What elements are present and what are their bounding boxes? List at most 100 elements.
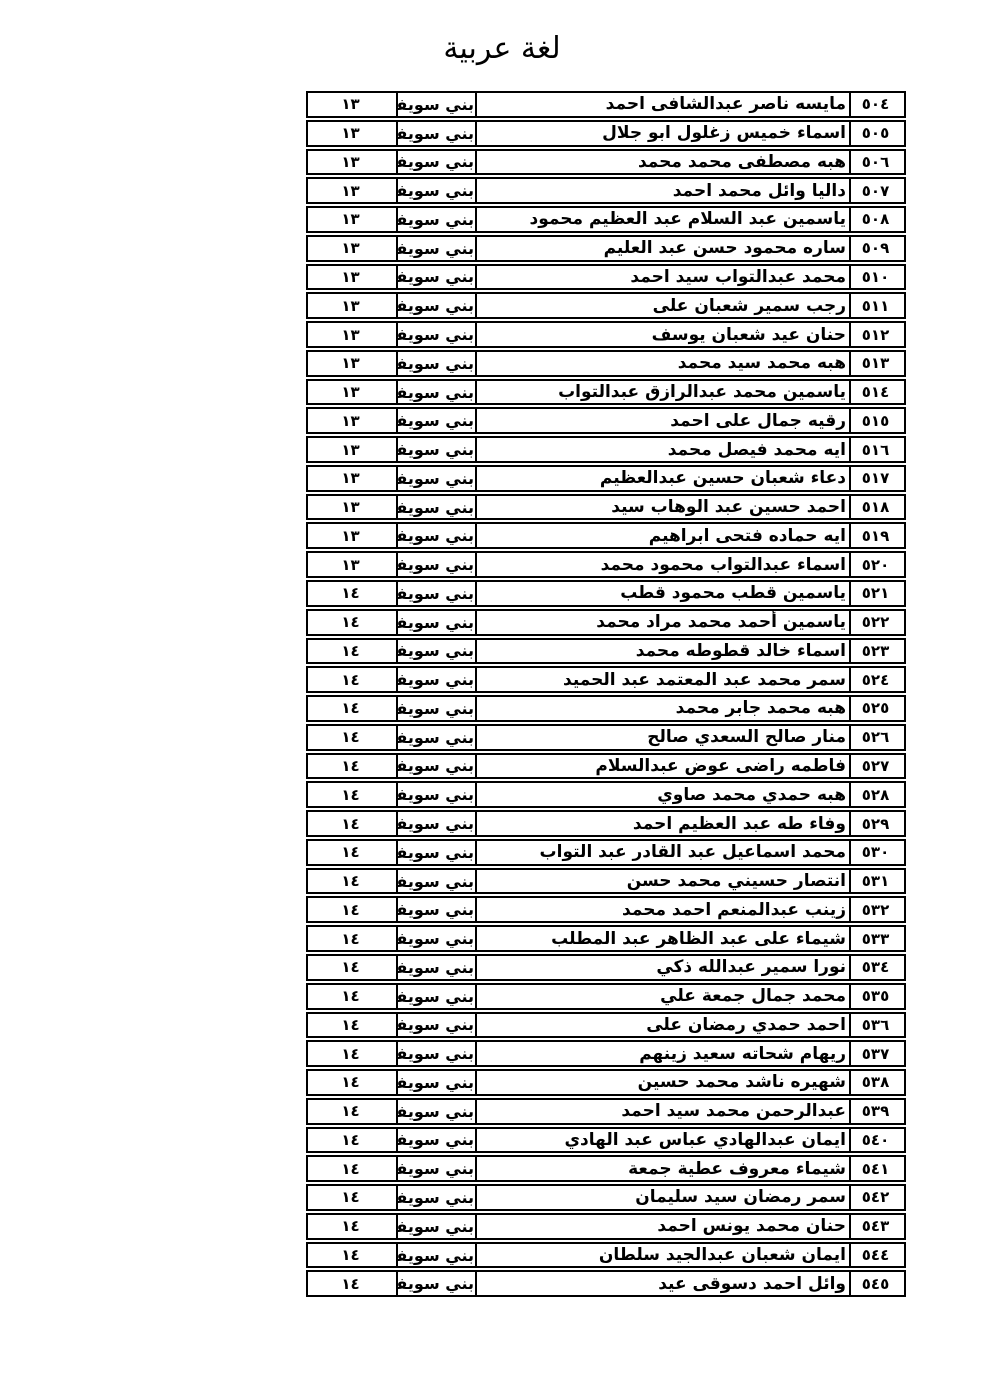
student-name-cell: اسماء عبدالتواب محمود محمد (477, 553, 851, 577)
governorate-cell: بني سويفـــ (398, 1186, 477, 1209)
grade-cell: ١٤ (308, 1157, 398, 1181)
row-number-cell: ٥٢٨ (861, 785, 890, 804)
governorate-cell: بني سويفـــ (398, 1128, 477, 1152)
row-number-cell: ٥٢٢ (861, 613, 890, 632)
table-row: ٥٢٠ اسماء عبدالتواب محمود محمد بني سويفـ… (306, 551, 906, 579)
grade-cell: ١٤ (308, 898, 398, 922)
governorate-cell: بني سويفـــ (398, 323, 477, 346)
grade-cell: ١٤ (308, 1071, 398, 1094)
student-name-cell: احمد حسين عبد الوهاب سيد (477, 495, 851, 519)
governorate-cell: بني سويفـــ (398, 668, 477, 692)
table-row: ٥٣٧ ريهام شحاته سعيد زينهم بني سويفـــ ١… (306, 1040, 906, 1068)
governorate-cell: بني سويفـــ (398, 840, 477, 864)
table-row: ٥٢٨ هبه حمدي محمد صاوي بني سويفـــ ١٤ (306, 781, 906, 809)
grade-cell: ١٤ (308, 1272, 398, 1296)
governorate-cell: بني سويفـــ (398, 754, 477, 778)
table-row: ٥٣٨ شهيره ناشد محمد حسين بني سويفـــ ١٤ (306, 1069, 906, 1096)
table-row: ٥٣٣ شيماء على عبد الظاهر عبد المطلب بني … (306, 925, 906, 952)
governorate-cell: بني سويفـــ (398, 898, 477, 922)
governorate-cell: بني سويفـــ (398, 466, 477, 490)
table-row: ٥٤٠ ايمان عبدالهادي عباس عبد الهادي بني … (306, 1126, 906, 1154)
table-row: ٥٠٦ هبه مصطفى محمد محمد بني سويفـــ ١٣ (306, 148, 906, 176)
grade-cell: ١٣ (308, 323, 398, 346)
table-row: ٥٣٥ محمد جمال جمعة علي بني سويفـــ ١٤ (306, 982, 906, 1010)
governorate-cell: بني سويفـــ (398, 955, 477, 979)
results-table: ٥٠٤ مايسه ناصر عبدالشافى احمد بني سويفــ… (306, 91, 906, 1298)
row-number-cell: ٥٠٨ (861, 210, 890, 229)
student-name-cell: زينب عبدالمنعم احمد محمد (477, 898, 851, 922)
grade-cell: ١٤ (308, 1099, 398, 1123)
governorate-cell: بني سويفـــ (398, 236, 477, 260)
table-row: ٥٢٦ منار صالح السعدي صالح بني سويفـــ ١٤ (306, 723, 906, 751)
grade-cell: ١٤ (308, 697, 398, 720)
grade-cell: ١٤ (308, 754, 398, 778)
row-number-cell: ٥٢٠ (861, 555, 890, 574)
page-title: لغة عربية (443, 31, 561, 66)
governorate-cell: بني سويفـــ (398, 1157, 477, 1181)
governorate-cell: بني سويفـــ (398, 553, 477, 577)
table-row: ٥١٦ ايه محمد فيصل محمد بني سويفـــ ١٣ (306, 436, 906, 463)
governorate-cell: بني سويفـــ (398, 179, 477, 203)
governorate-cell: بني سويفـــ (398, 812, 477, 835)
governorate-cell: بني سويفـــ (398, 984, 477, 1008)
row-number-cell: ٥٣١ (861, 872, 890, 891)
row-number-cell: ٥٢٧ (861, 756, 890, 775)
governorate-cell: بني سويفـــ (398, 93, 477, 116)
table-row: ٥٣٠ محمد اسماعيل عبد القادر عبد التواب ب… (306, 838, 906, 866)
governorate-cell: بني سويفـــ (398, 150, 477, 174)
grade-cell: ١٤ (308, 984, 398, 1008)
governorate-cell: بني سويفـــ (398, 1013, 477, 1037)
row-number-cell: ٥٣٠ (861, 843, 890, 862)
grade-cell: ١٤ (308, 783, 398, 807)
row-number-cell: ٥١٢ (861, 325, 890, 344)
governorate-cell: بني سويفـــ (398, 524, 477, 548)
table-row: ٥٤٥ وائل احمد دسوقى عيد بني سويفـــ ١٤ (306, 1270, 906, 1298)
grade-cell: ١٤ (308, 840, 398, 864)
student-name-cell: ياسمين عبد السلام عبد العظيم محمود (477, 208, 851, 231)
table-row: ٥٢٧ فاطمه راضى عوض عبدالسلام بني سويفـــ… (306, 752, 906, 780)
table-row: ٥٢٩ وفاء طه عبد العظيم احمد بني سويفـــ … (306, 810, 906, 837)
grade-cell: ١٣ (308, 380, 398, 404)
governorate-cell: بني سويفـــ (398, 1214, 477, 1238)
row-number-cell: ٥٤٢ (861, 1188, 890, 1207)
row-number-cell: ٥٣٧ (861, 1044, 890, 1063)
row-number-cell: ٥٤٠ (861, 1130, 890, 1149)
governorate-cell: بني سويفـــ (398, 927, 477, 950)
grade-cell: ١٣ (308, 121, 398, 145)
governorate-cell: بني سويفـــ (398, 495, 477, 519)
table-row: ٥٤٢ سمر رمضان سيد سليمان بني سويفـــ ١٤ (306, 1184, 906, 1211)
table-row: ٥١٤ ياسمين محمد عبدالرازق عبدالتواب بني … (306, 378, 906, 406)
table-row: ٥١٥ رقيه جمال على احمد بني سويفـــ ١٣ (306, 407, 906, 435)
student-name-cell: شيماء على عبد الظاهر عبد المطلب (477, 927, 851, 950)
row-number-cell: ٥٣٢ (861, 900, 890, 919)
table-row: ٥٣١ انتصار حسيني محمد حسن بني سويفـــ ١٤ (306, 867, 906, 895)
row-number-cell: ٥٣٩ (861, 1102, 890, 1121)
row-number-cell: ٥١٥ (861, 411, 890, 430)
student-name-cell: هبه مصطفى محمد محمد (477, 150, 851, 174)
table-row: ٥٤٤ ايمان شعبان عبدالجيد سلطان بني سويفـ… (306, 1241, 906, 1269)
row-number-cell: ٥١٦ (861, 440, 890, 459)
governorate-cell: بني سويفـــ (398, 725, 477, 749)
table-row: ٥٢٣ اسماء خالد قطوطه محمد بني سويفـــ ١٤ (306, 637, 906, 665)
table-row: ٥٠٨ ياسمين عبد السلام عبد العظيم محمود ب… (306, 206, 906, 233)
student-name-cell: سمر محمد عبد المعتمد عبد الحميد (477, 668, 851, 692)
row-number-cell: ٥٢٣ (861, 641, 890, 660)
grade-cell: ١٤ (308, 1128, 398, 1152)
grade-cell: ١٣ (308, 553, 398, 577)
student-name-cell: محمد اسماعيل عبد القادر عبد التواب (477, 840, 851, 864)
student-name-cell: ياسمين محمد عبدالرازق عبدالتواب (477, 380, 851, 404)
grade-cell: ١٣ (308, 93, 398, 116)
student-name-cell: رجب سمير شعبان على (477, 294, 851, 318)
grade-cell: ١٤ (308, 610, 398, 634)
governorate-cell: بني سويفـــ (398, 869, 477, 893)
grade-cell: ١٣ (308, 265, 398, 289)
grade-cell: ١٣ (308, 150, 398, 174)
table-row: ٥٢١ ياسمين قطب محمود قطب بني سويفـــ ١٤ (306, 580, 906, 607)
governorate-cell: بني سويفـــ (398, 121, 477, 145)
student-name-cell: ريهام شحاته سعيد زينهم (477, 1042, 851, 1066)
grade-cell: ١٣ (308, 179, 398, 203)
table-row: ٥٢٥ هبه محمد جابر محمد بني سويفـــ ١٤ (306, 695, 906, 722)
grade-cell: ١٣ (308, 236, 398, 260)
grade-cell: ١٤ (308, 1186, 398, 1209)
